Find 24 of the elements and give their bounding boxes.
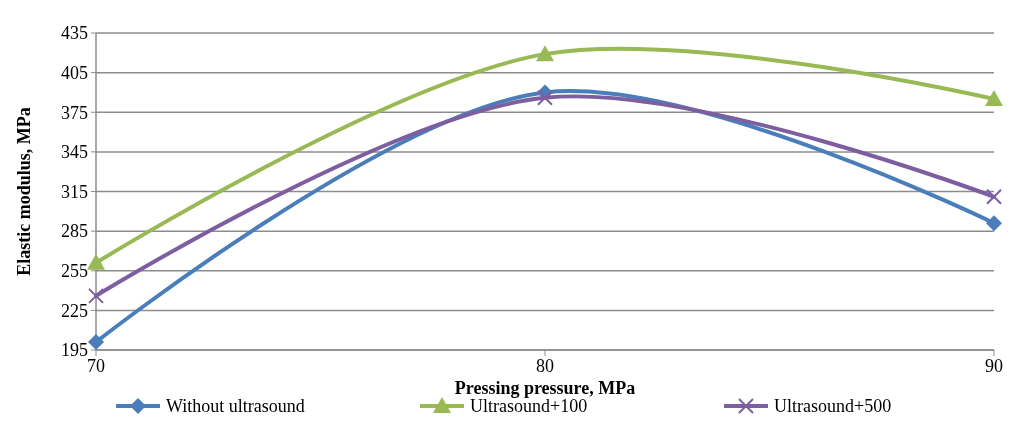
y-tick-label: 255 [61, 261, 88, 282]
y-tick-label: 345 [61, 142, 88, 163]
point [536, 45, 554, 62]
point [537, 89, 553, 106]
x-tick-label: 90 [985, 356, 1003, 376]
point [88, 287, 104, 304]
y-tick-label: 405 [61, 62, 88, 83]
legend-label: Ultrasound+500 [774, 396, 892, 417]
point [986, 215, 1002, 232]
x-tick-label: 80 [536, 356, 554, 376]
y-axis-title: Elastic modulus, MPa [14, 107, 34, 276]
x-tick-label: 70 [87, 356, 105, 376]
y-tick-label: 195 [61, 340, 88, 361]
y-tick-label: 315 [61, 181, 88, 202]
point [985, 90, 1003, 107]
y-tick-label: 375 [61, 102, 88, 123]
y-tick-label: 435 [61, 23, 88, 44]
point [88, 334, 104, 351]
point [986, 188, 1002, 205]
x-axis-title: Pressing pressure, MPa [454, 378, 636, 398]
y-tick-label: 225 [61, 300, 88, 321]
legend-label: Without ultrasound [166, 396, 305, 417]
y-tick-label: 285 [61, 221, 88, 242]
point [87, 253, 105, 270]
